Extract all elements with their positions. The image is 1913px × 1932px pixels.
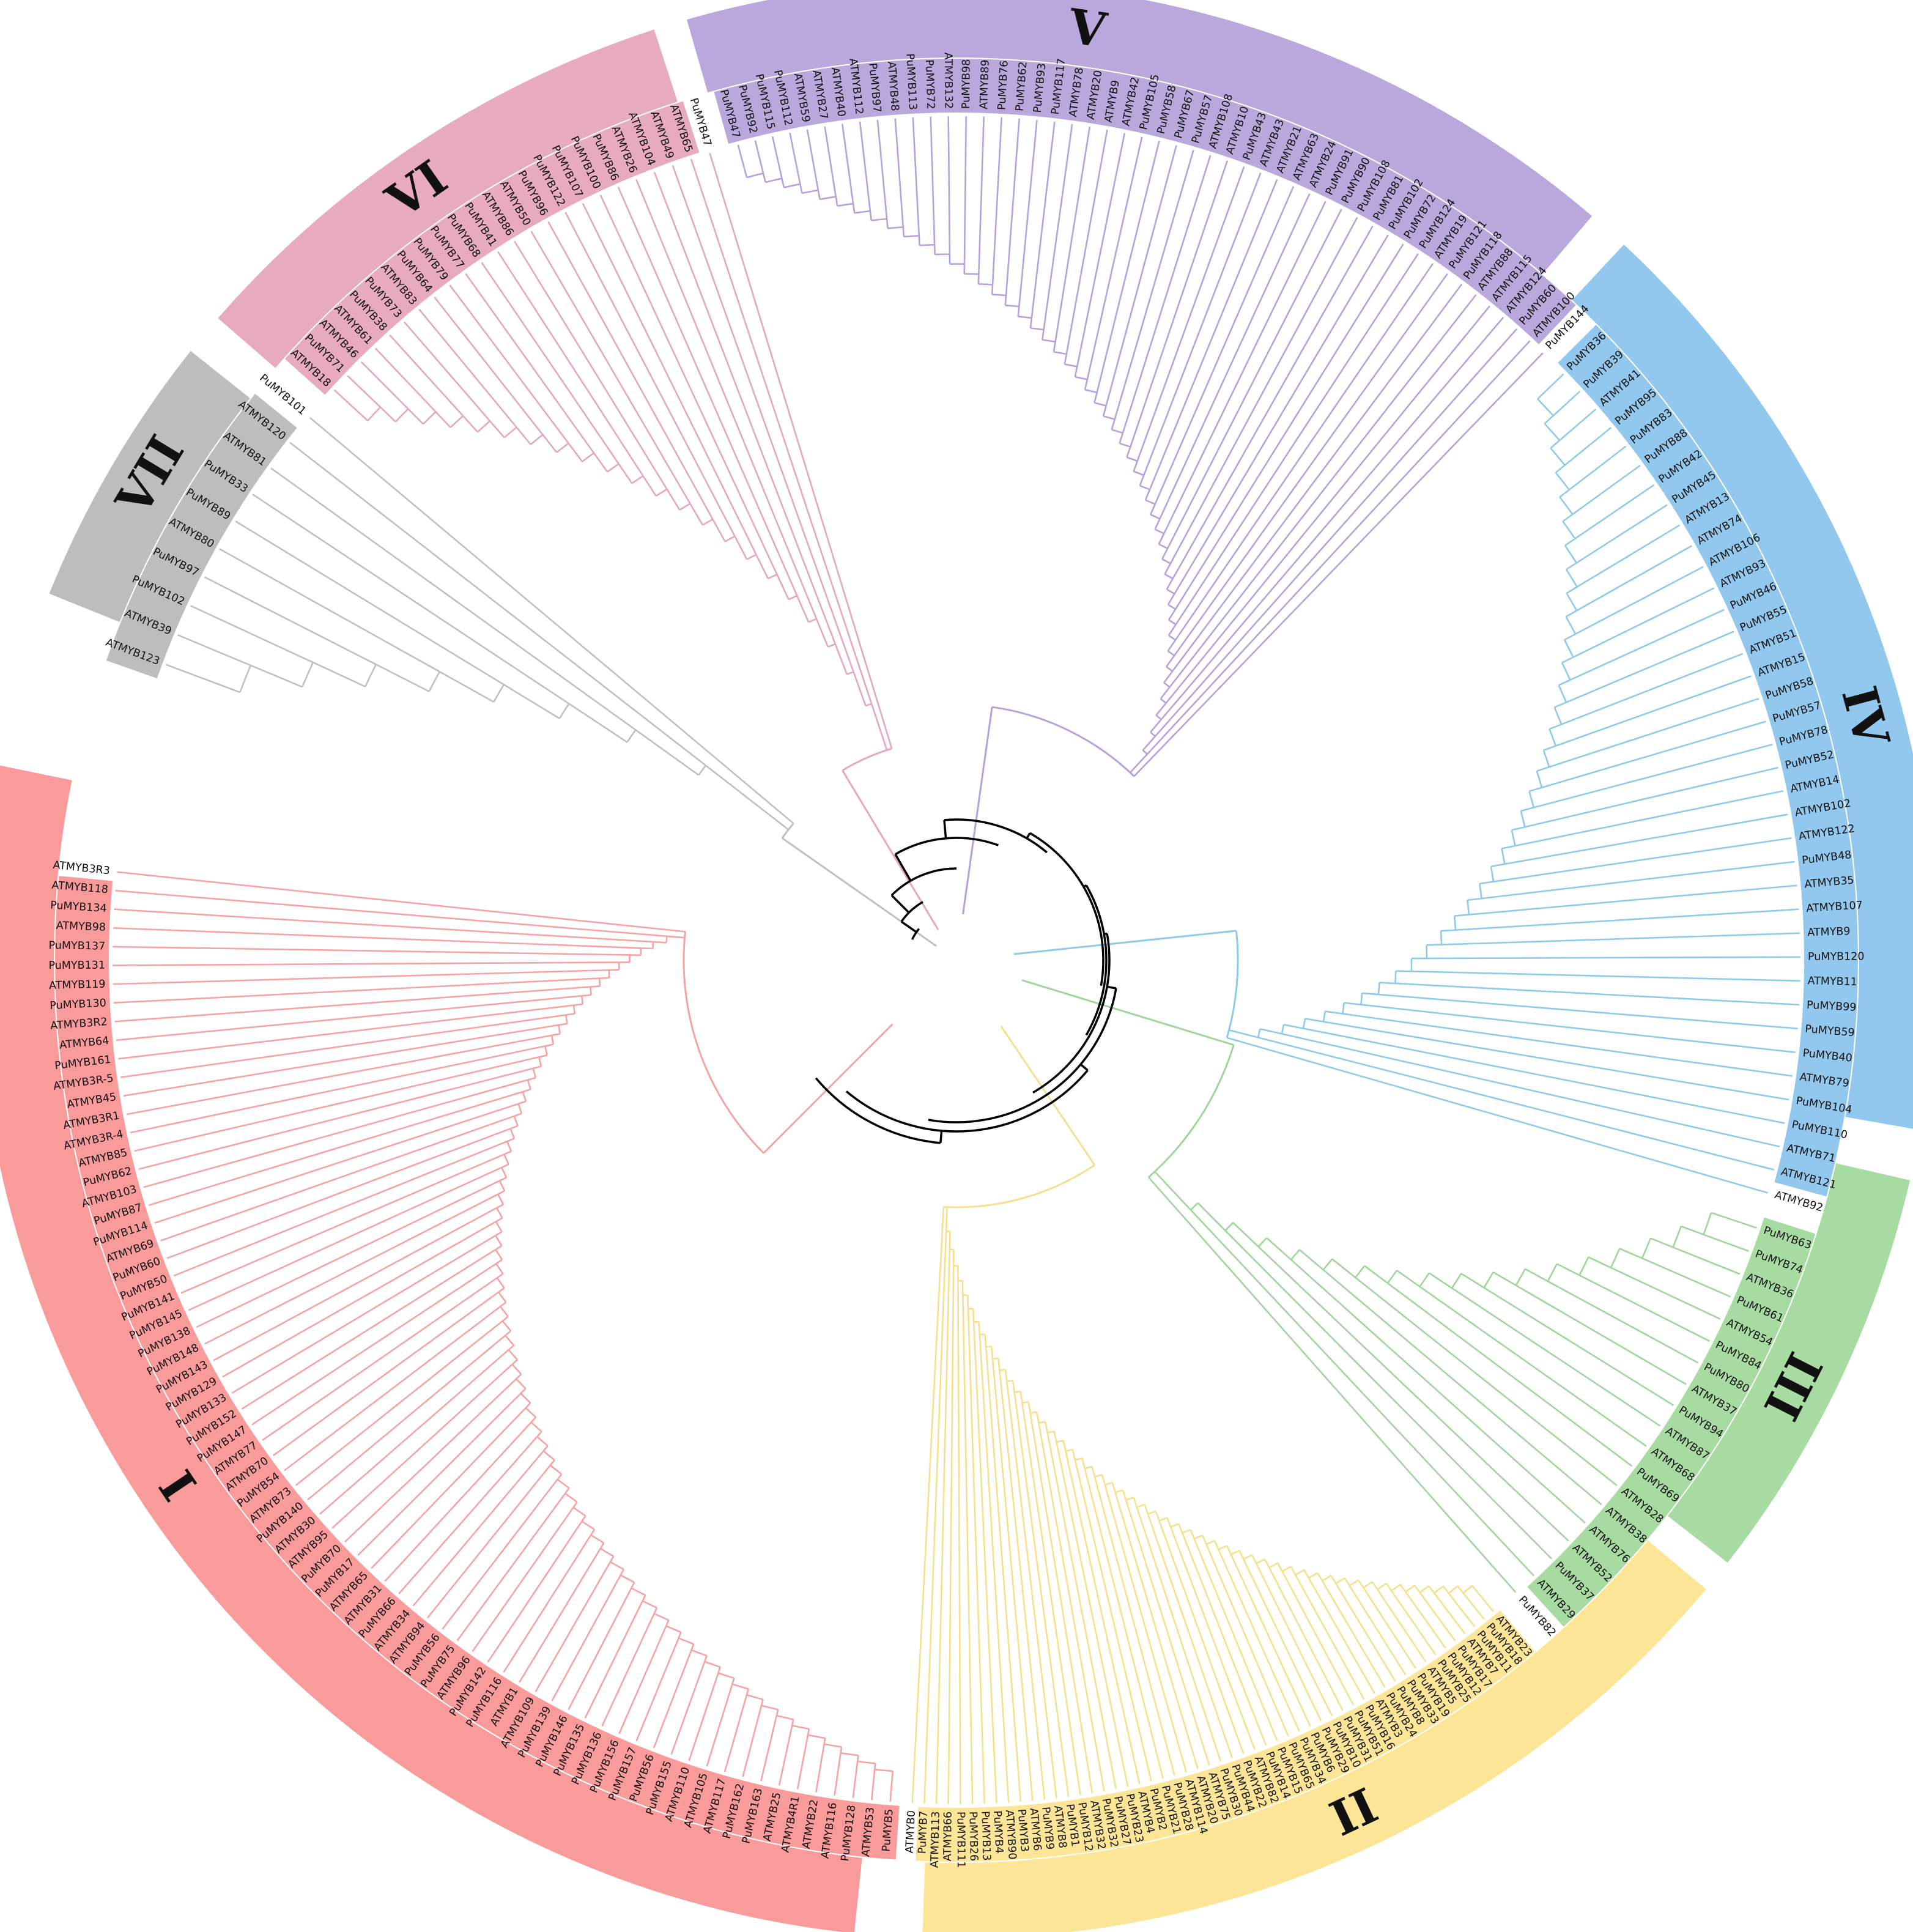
leaf-label: PuMYB4: [991, 1810, 1005, 1854]
clade-V-band: [686, 0, 1593, 274]
clade-I-label-ring: [54, 876, 900, 1860]
leaf-label: PuMYB72: [923, 59, 936, 109]
leaf-label: PuMYB130: [50, 997, 106, 1012]
leaf-label: PuMYB98: [960, 59, 973, 109]
leaf-label: ATMYB11: [1807, 975, 1857, 988]
clade-V-branches: [737, 116, 1544, 777]
clade-VII-branches: [165, 416, 813, 861]
clade-VI-label-ring: [284, 101, 700, 395]
leaf-label: ATMYB98: [56, 920, 106, 934]
leaf-label: ATMYB0: [903, 1810, 918, 1854]
clade-VII-label-ring: [106, 394, 297, 679]
clade-III-branches: [1148, 1033, 1758, 1593]
leaf-label: ATMYB89: [978, 59, 992, 109]
leaf-label: PuMYB113: [903, 53, 919, 110]
clade-VI-band: [218, 29, 678, 368]
clade-I-branches: [113, 871, 894, 1802]
leaf-label: PuMYB131: [48, 960, 105, 972]
leaf-label: ATMYB9: [1807, 925, 1851, 939]
clade-II-branches: [911, 1134, 1494, 1804]
clade-II-label-ring: [916, 1610, 1535, 1862]
clade-IV-band: [1572, 244, 1913, 1129]
clade-I-band: [0, 765, 862, 1932]
leaf-label: ATMYB113: [929, 1811, 942, 1868]
leaf-label: ATMYB66: [942, 1812, 955, 1862]
tree-branches: [113, 116, 1800, 1804]
leaf-label: PuMYB26: [966, 1812, 980, 1862]
clade-IV-branches: [1199, 373, 1800, 1194]
leaf-label: PuMYB76: [996, 60, 1010, 110]
leaf-label: ATMYB132: [942, 52, 955, 109]
clade-VI-branches: [333, 152, 893, 802]
leaf-label: PuMYB13: [979, 1811, 993, 1861]
leaf-label: PuMYB137: [48, 939, 105, 952]
clade-II-band: [922, 1540, 1706, 1932]
leaf-labels: ATMYB3R3ATMYB118PuMYB134ATMYB98PuMYB137P…: [48, 52, 1864, 1868]
leaf-label: PuMYB99: [1807, 999, 1857, 1014]
clade-V-label-ring: [714, 59, 1576, 344]
clade-VII-band: [49, 350, 250, 623]
clade-III-band: [1668, 1163, 1910, 1563]
clade-arcs: [54, 59, 1859, 1862]
clade-V-numeral: V: [1065, 0, 1111, 59]
leaf-label: PuMYB120: [1808, 950, 1865, 963]
leaf-label: ATMYB3R3: [53, 859, 111, 878]
leaf-label: ATMYB119: [49, 978, 106, 992]
leaf-label: PuMYB111: [955, 1812, 967, 1868]
leaf-label: PuMYB7: [916, 1811, 930, 1854]
backbone-branches: [788, 743, 1200, 1144]
clade-III-label-ring: [1527, 1217, 1816, 1627]
clade-IV-label-ring: [1558, 325, 1859, 1197]
leaf-label: ATMYB90: [1003, 1810, 1018, 1860]
